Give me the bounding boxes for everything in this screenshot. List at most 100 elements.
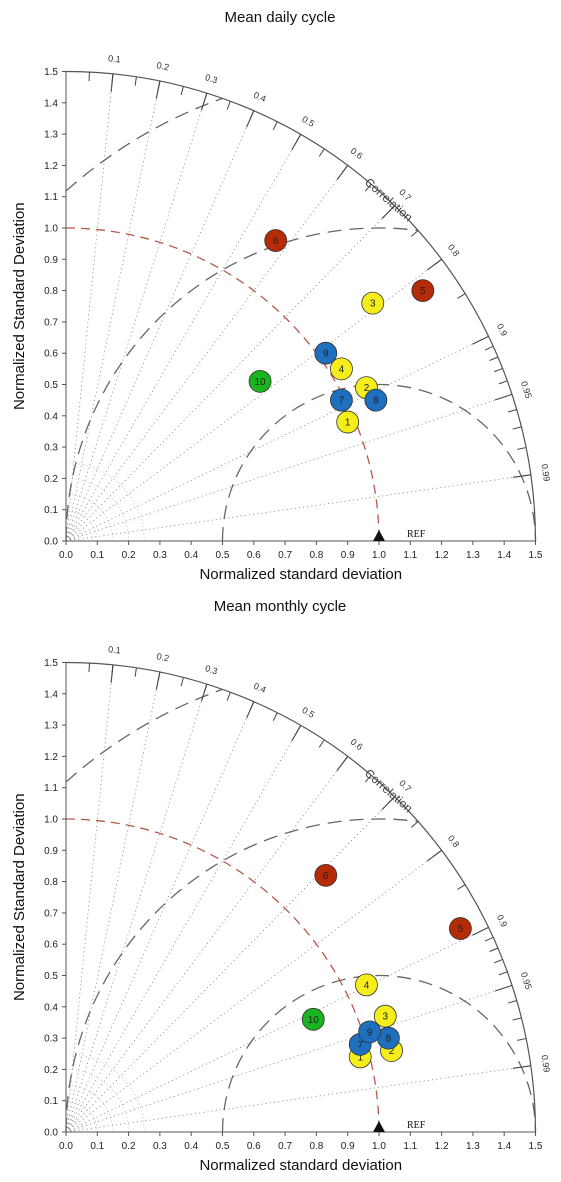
y-tick-label: 0.9 xyxy=(44,255,58,266)
y-tick-label: 1.3 xyxy=(44,130,58,141)
correlation-tick-label: 0.6 xyxy=(349,146,365,162)
correlation-major-tick xyxy=(155,80,161,99)
x-tick-label: 1.5 xyxy=(529,550,543,561)
correlation-minor-tick xyxy=(507,409,517,413)
x-tick-label: 0.7 xyxy=(278,550,292,561)
correlation-radial-0.7 xyxy=(65,796,395,1133)
x-tick-label: 0.9 xyxy=(341,1141,355,1152)
y-tick-label: 0.6 xyxy=(44,349,58,360)
data-point-marker xyxy=(411,279,435,303)
reference-std-arc xyxy=(65,227,380,542)
data-point-label: 2 xyxy=(364,383,370,394)
correlation-major-tick xyxy=(472,926,489,936)
rms-arc-1 xyxy=(65,227,419,542)
data-point-label: 2 xyxy=(389,1046,395,1057)
y-tick-label: 1.5 xyxy=(44,67,58,78)
data-point-label: 1 xyxy=(345,418,351,429)
correlation-minor-tick xyxy=(226,692,231,701)
chart-title: Mean monthly cycle xyxy=(214,598,347,615)
data-point-marker xyxy=(364,388,388,412)
correlation-minor-tick xyxy=(507,1000,517,1004)
correlation-major-tick xyxy=(494,393,513,401)
correlation-minor-tick xyxy=(484,345,494,351)
correlation-radial-0.5 xyxy=(65,134,302,542)
y-tick-label: 0.2 xyxy=(44,1065,58,1076)
correlation-tick-label: 0.2 xyxy=(156,60,170,72)
rms-arc-0.5 xyxy=(221,383,537,542)
x-tick-label: 1.4 xyxy=(497,550,511,561)
data-point-3: 3 xyxy=(361,291,385,315)
correlation-radial-0.4 xyxy=(65,110,255,542)
x-tick-label: 1.2 xyxy=(435,550,449,561)
data-point-8: 8 xyxy=(364,388,388,412)
data-point-label: 6 xyxy=(273,236,279,247)
correlation-radial-0.2 xyxy=(65,80,161,542)
correlation-tick-label: 0.8 xyxy=(446,242,462,258)
correlation-radial-0.9 xyxy=(65,335,489,542)
x-tick-label: 0.8 xyxy=(309,550,323,561)
data-point-label: 1 xyxy=(357,1052,363,1063)
reference-marker xyxy=(373,530,385,541)
data-point-6: 6 xyxy=(264,229,288,252)
y-tick-label: 0.9 xyxy=(44,846,58,857)
y-tick-label: 0.8 xyxy=(44,286,58,297)
correlation-major-tick xyxy=(291,134,302,151)
correlation-tick-label: 0.2 xyxy=(156,651,170,663)
correlation-radial-0.5 xyxy=(65,725,302,1133)
data-point-marker xyxy=(314,341,338,365)
x-tick-label: 0.2 xyxy=(122,1141,136,1152)
x-tick-label: 0.6 xyxy=(247,1141,261,1152)
data-point-label: 7 xyxy=(339,396,345,407)
data-point-label: 7 xyxy=(357,1040,363,1051)
y-tick-label: 1.0 xyxy=(44,815,58,826)
correlation-minor-tick xyxy=(498,380,508,385)
y-tick-label: 0.6 xyxy=(44,940,58,951)
correlation-major-tick xyxy=(246,701,255,719)
y-tick-label: 1.2 xyxy=(44,161,58,172)
correlation-minor-tick xyxy=(494,367,503,373)
y-tick-label: 1.1 xyxy=(44,783,58,794)
origin-arc xyxy=(65,478,129,542)
data-point-label: 10 xyxy=(308,1015,320,1026)
x-tick-label: 0.4 xyxy=(184,550,198,561)
y-tick-label: 0.4 xyxy=(44,1002,58,1013)
data-point-marker xyxy=(330,357,353,381)
correlation-minor-tick xyxy=(318,739,325,748)
correlation-radial-0.7 xyxy=(65,205,395,542)
y-tick-label: 1.4 xyxy=(44,689,58,700)
correlation-radial-0.8 xyxy=(65,849,442,1133)
correlation-tick-label: 0.95 xyxy=(519,971,534,991)
y-tick-label: 0.3 xyxy=(44,1034,58,1045)
correlation-major-tick xyxy=(512,1065,531,1069)
correlation-tick-label: 0.99 xyxy=(539,463,551,482)
correlation-major-tick xyxy=(512,474,531,478)
correlation-minor-tick xyxy=(489,356,499,361)
rms-arc-1 xyxy=(65,818,419,1133)
correlation-minor-tick xyxy=(489,947,499,952)
correlation-radial-0.3 xyxy=(65,684,208,1133)
origin-arc xyxy=(65,462,145,542)
correlation-major-tick xyxy=(381,205,396,219)
data-point-label: 3 xyxy=(370,299,376,310)
y-tick-label: 0.0 xyxy=(44,1128,58,1139)
correlation-tick-label: 0.8 xyxy=(446,833,462,849)
y-tick-label: 0.8 xyxy=(44,877,58,888)
correlation-tick-label: 0.5 xyxy=(300,705,316,720)
y-tick-label: 0.7 xyxy=(44,317,58,328)
x-tick-label: 1.0 xyxy=(372,550,386,561)
data-point-marker xyxy=(358,1020,382,1044)
data-point-marker xyxy=(448,917,472,940)
x-tick-label: 0.3 xyxy=(153,550,167,561)
x-tick-label: 0.8 xyxy=(309,1141,323,1152)
x-tick-label: 0.2 xyxy=(122,550,136,561)
chart-title: Mean daily cycle xyxy=(225,9,336,26)
correlation-major-tick xyxy=(200,92,208,111)
x-tick-label: 0.9 xyxy=(341,550,355,561)
data-point-1: 1 xyxy=(336,410,360,434)
data-point-9: 9 xyxy=(314,341,338,365)
x-tick-label: 0.3 xyxy=(153,1141,167,1152)
x-tick-label: 1.1 xyxy=(403,1141,417,1152)
y-tick-label: 0.5 xyxy=(44,971,58,982)
data-point-7: 7 xyxy=(330,388,353,412)
